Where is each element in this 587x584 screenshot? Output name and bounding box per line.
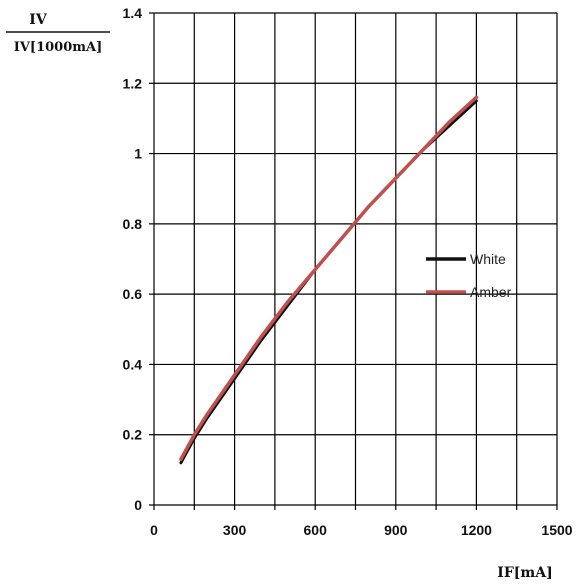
y-tick-label: 0.2 bbox=[123, 427, 143, 443]
y-tick-label: 0.8 bbox=[123, 216, 143, 232]
x-tick-label: 1500 bbox=[541, 522, 572, 538]
y-tick-label: 1.2 bbox=[123, 75, 143, 91]
x-tick-label: 900 bbox=[384, 522, 408, 538]
series-lines bbox=[179, 95, 479, 465]
y-tick-label: 1.4 bbox=[123, 5, 143, 21]
series-line-white bbox=[179, 99, 478, 465]
y-tick-label: 0 bbox=[134, 497, 142, 513]
grid bbox=[149, 12, 558, 510]
x-tick-label: 0 bbox=[150, 522, 158, 538]
legend-label-white: White bbox=[470, 251, 506, 267]
x-tick-label: 1200 bbox=[461, 522, 492, 538]
y-tick-label: 0.6 bbox=[123, 286, 143, 302]
x-tick-label: 600 bbox=[304, 522, 328, 538]
y-tick-label: 0.4 bbox=[123, 356, 143, 372]
y-axis-label-numerator: IV bbox=[29, 12, 48, 28]
series-line-amber bbox=[179, 95, 479, 462]
y-axis-label-denominator: IV[1000mA] bbox=[14, 40, 103, 55]
y-tick-label: 1 bbox=[134, 146, 142, 162]
legend-label-amber: Amber bbox=[470, 284, 512, 300]
legend: White Amber bbox=[426, 251, 512, 300]
y-axis-ticks: 0 0.2 0.4 0.6 0.8 1 1.2 1.4 bbox=[123, 5, 143, 513]
x-tick-label: 300 bbox=[223, 522, 247, 538]
y-axis-label: IV IV[1000mA] bbox=[6, 12, 110, 55]
x-axis-ticks: 0 300 600 900 1200 1500 bbox=[150, 522, 573, 538]
x-axis-label: IF[mA] bbox=[497, 565, 552, 581]
